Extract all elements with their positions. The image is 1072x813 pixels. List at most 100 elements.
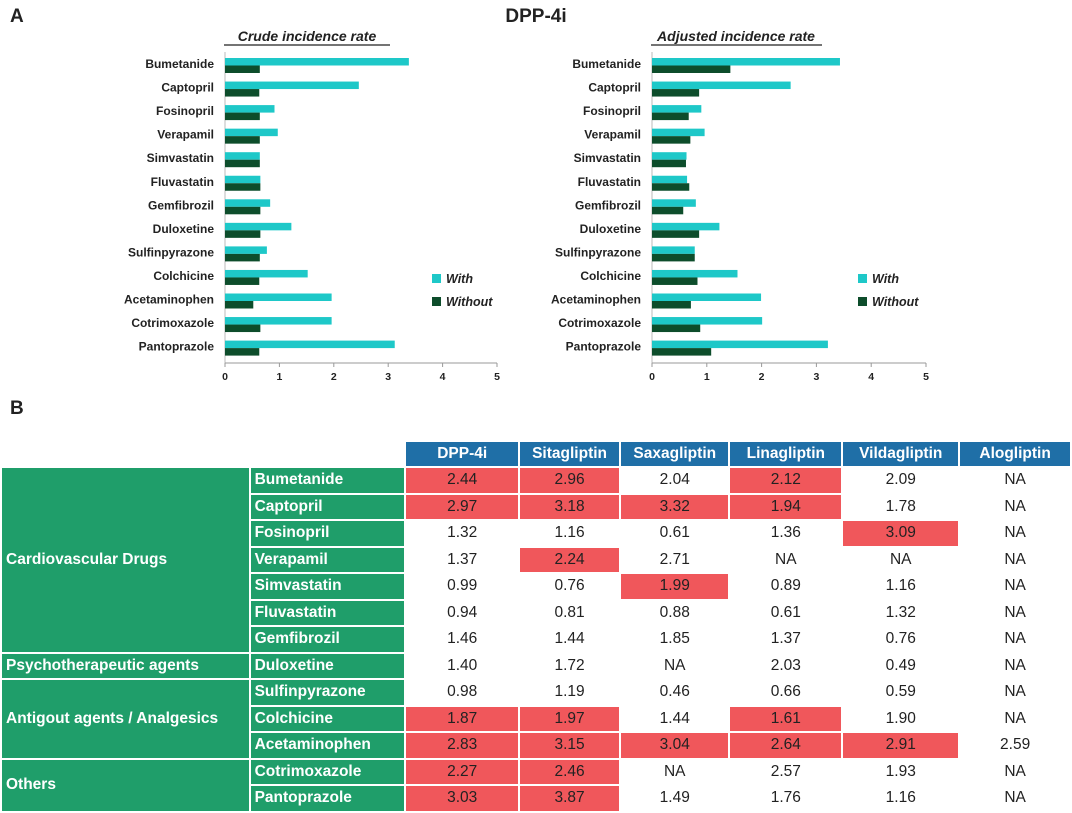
table-row: Colchicine 1.87 1.97 1.44 1.61 1.90 NA [2,706,1070,731]
value-cell: 2.03 [730,653,842,678]
value-cell: 1.16 [843,786,959,811]
value-cell: 2.12 [730,468,842,493]
bar-without [225,230,261,238]
table-corner-blank [2,442,249,466]
bar-with [652,58,840,66]
value-cell: NA [843,547,959,572]
table-row: Fluvastatin 0.94 0.81 0.88 0.61 1.32 NA [2,600,1070,625]
value-cell: 0.89 [730,574,842,599]
column-header: Alogliptin [960,442,1070,466]
bar-with [652,105,702,113]
bar-without [225,206,261,215]
category-label: Captopril [588,81,641,95]
value-cell: 0.66 [730,680,842,705]
value-cell: 0.76 [843,627,959,652]
legend-swatch-with [432,274,441,283]
value-cell: 1.44 [519,627,620,652]
bar-without [652,136,691,144]
value-cell: NA [621,759,729,784]
value-cell: 1.97 [519,706,620,731]
table-corner-blank [251,442,405,466]
drug-name-cell: Captopril [250,494,405,519]
x-tick-label: 1 [276,371,282,383]
category-label: Duloxetine [153,222,215,236]
category-label: Simvastatin [147,151,214,165]
bar-without [225,253,260,262]
value-cell: 0.94 [406,600,518,625]
bar-with [652,340,828,349]
value-cell: 2.57 [730,759,842,784]
category-label: Colchicine [153,269,214,283]
legend-label-without: Without [446,295,493,309]
bar-without [225,348,260,356]
table-row: Acetaminophen 2.83 3.15 3.04 2.64 2.91 2.59 [2,733,1070,758]
bar-with [225,81,359,90]
value-cell: 2.27 [406,759,518,784]
bar-with [225,269,308,278]
value-cell: 3.09 [843,521,959,546]
value-cell: NA [621,653,729,678]
value-cell: 1.76 [730,786,842,811]
category-label: Cotrimoxazole [558,316,641,330]
value-cell: 1.93 [843,759,959,784]
bar-without [225,183,261,191]
drug-group-label: Psychotherapeutic agents [2,653,249,678]
value-cell: 2.71 [621,547,729,572]
value-cell: 1.44 [621,706,729,731]
bar-without [652,277,698,285]
bar-with [652,175,688,184]
value-cell: NA [960,786,1070,811]
x-tick-label: 3 [385,371,391,383]
category-label: Sulfinpyrazone [128,245,214,259]
chart-title: Adjusted incidence rate [656,28,815,44]
table-row: Captopril 2.97 3.18 3.32 1.94 1.78 NA [2,494,1070,519]
category-label: Sulfinpyrazone [555,245,641,259]
bar-without [225,277,260,285]
column-header: Vildagliptin [843,442,959,466]
drug-name-cell: Simvastatin [250,574,405,599]
value-cell: 1.32 [843,600,959,625]
drug-name-cell: Fosinopril [250,521,405,546]
value-cell: 2.64 [730,733,842,758]
value-cell: 3.04 [621,733,729,758]
value-cell: 1.78 [843,494,959,519]
category-label: Verapamil [584,128,641,142]
results-table-container: DPP-4i Sitagliptin Saxagliptin Linaglipt… [0,440,1072,811]
value-cell: 1.32 [406,521,518,546]
bar-chart-adjusted: Adjusted incidence rate 0 1 2 3 4 5 Bumetanide C… [551,28,929,383]
category-label: Bumetanide [145,57,214,71]
category-label: Fosinopril [156,104,214,118]
bar-with [225,128,278,137]
category-label: Bumetanide [572,57,641,71]
bar-without [652,324,701,333]
table-row: Gemfibrozil 1.46 1.44 1.85 1.37 0.76 NA [2,627,1070,652]
value-cell: NA [960,574,1070,599]
drug-name-cell: Duloxetine [250,653,405,678]
drug-group-label: Antigout agents / Analgesics [2,680,249,758]
bar-without [225,112,260,121]
value-cell: 2.83 [406,733,518,758]
value-cell: 1.16 [843,574,959,599]
value-cell: 2.46 [519,759,620,784]
value-cell: 2.96 [519,468,620,493]
value-cell: 1.49 [621,786,729,811]
value-cell: 0.88 [621,600,729,625]
bar-without [652,89,700,97]
bar-with [225,199,271,207]
bar-with [652,293,762,301]
value-cell: 0.59 [843,680,959,705]
bar-without [225,136,260,144]
x-tick-label: 2 [759,371,765,383]
category-label: Pantoprazole [139,340,215,354]
drug-name-cell: Cotrimoxazole [250,759,405,784]
value-cell: 2.91 [843,733,959,758]
category-label: Pantoprazole [566,340,642,354]
value-cell: 1.72 [519,653,620,678]
bar-without [652,159,686,168]
value-cell: NA [960,680,1070,705]
value-cell: 3.15 [519,733,620,758]
x-tick-label: 4 [440,371,446,383]
drug-name-cell: Gemfibrozil [250,627,405,652]
value-cell: 1.87 [406,706,518,731]
drug-name-cell: Bumetanide [250,468,405,493]
